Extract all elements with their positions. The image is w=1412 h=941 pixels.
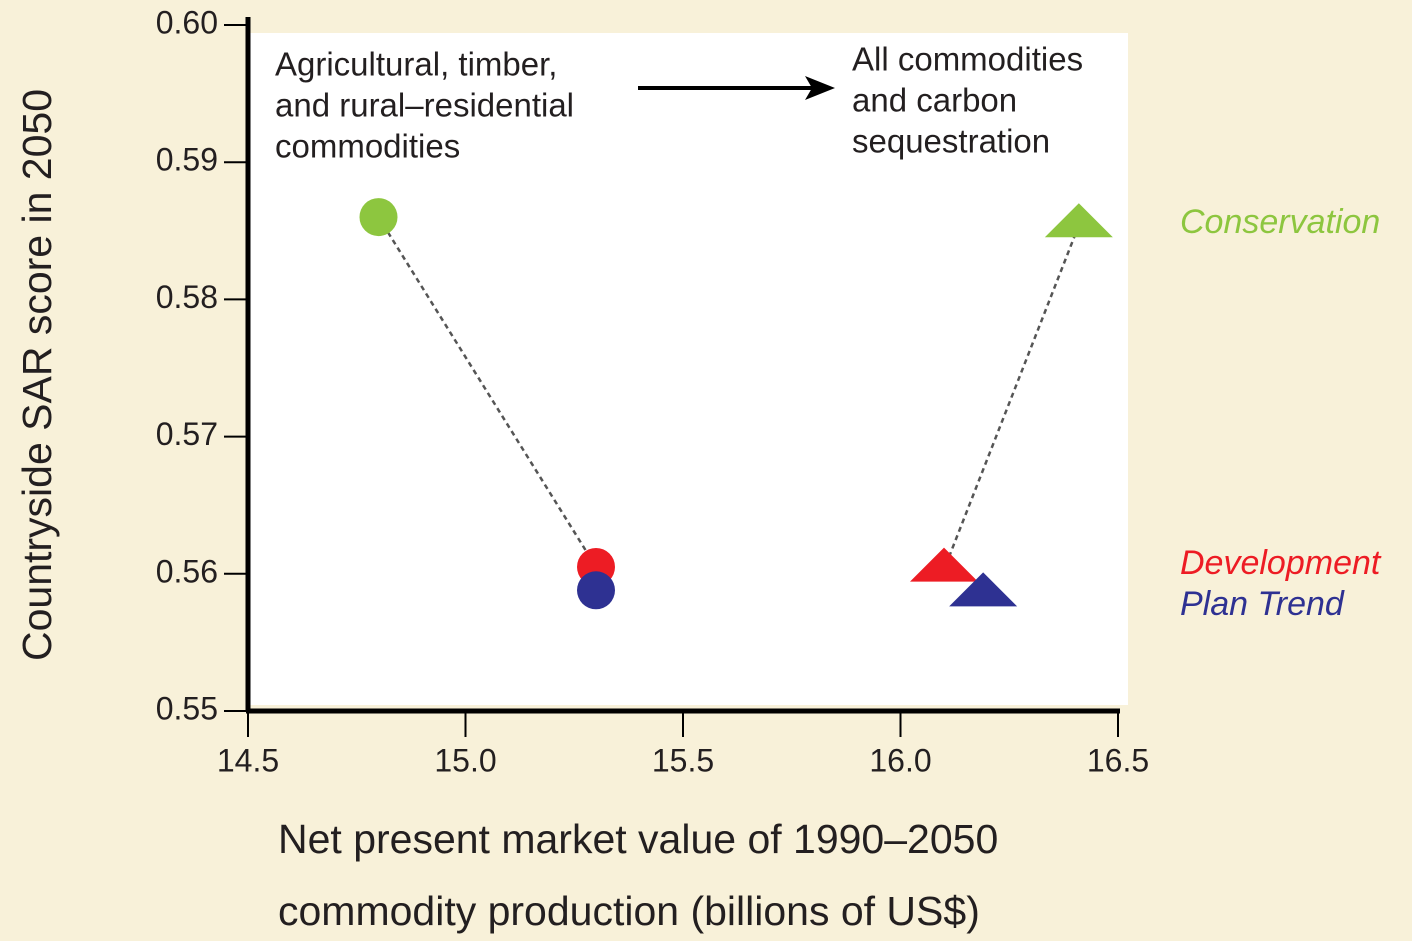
legend-label: Development [1180,544,1382,582]
connector [377,216,598,568]
annotation: Agricultural, timber, [275,46,557,83]
x-tick-label: 16.5 [1087,742,1149,778]
annotation: All commodities [852,41,1083,78]
y-tick-label: 0.55 [156,690,218,726]
legend-label: Conservation [1180,203,1380,241]
point [577,571,615,610]
annotation: commodities [275,128,460,165]
point [910,547,978,582]
annotation: and rural–residential [275,87,574,124]
point [1044,203,1113,238]
annotation: sequestration [852,123,1050,160]
x-tick-label: 15.0 [434,742,496,778]
x-axis-label: commodity production (billions of US$) [278,888,980,934]
x-tick-label: 15.5 [652,742,714,778]
y-tick-label: 0.58 [156,279,218,315]
connector [942,224,1081,571]
x-axis-label: Net present market value of 1990–2050 [278,816,998,862]
point [359,198,398,237]
y-tick-label: 0.57 [156,416,218,452]
y-tick-label: 0.56 [156,553,218,589]
arrow-head [805,76,835,100]
x-tick-label: 16.0 [869,742,931,778]
y-tick-label: 0.59 [156,142,218,178]
y-axis-label: Countryside SAR score in 2050 [14,89,60,661]
point [949,572,1018,607]
legend-label: Plan Trend [1180,585,1345,623]
y-tick-label: 0.60 [156,4,218,40]
x-tick-label: 14.5 [217,742,279,778]
annotation: and carbon [852,82,1017,119]
